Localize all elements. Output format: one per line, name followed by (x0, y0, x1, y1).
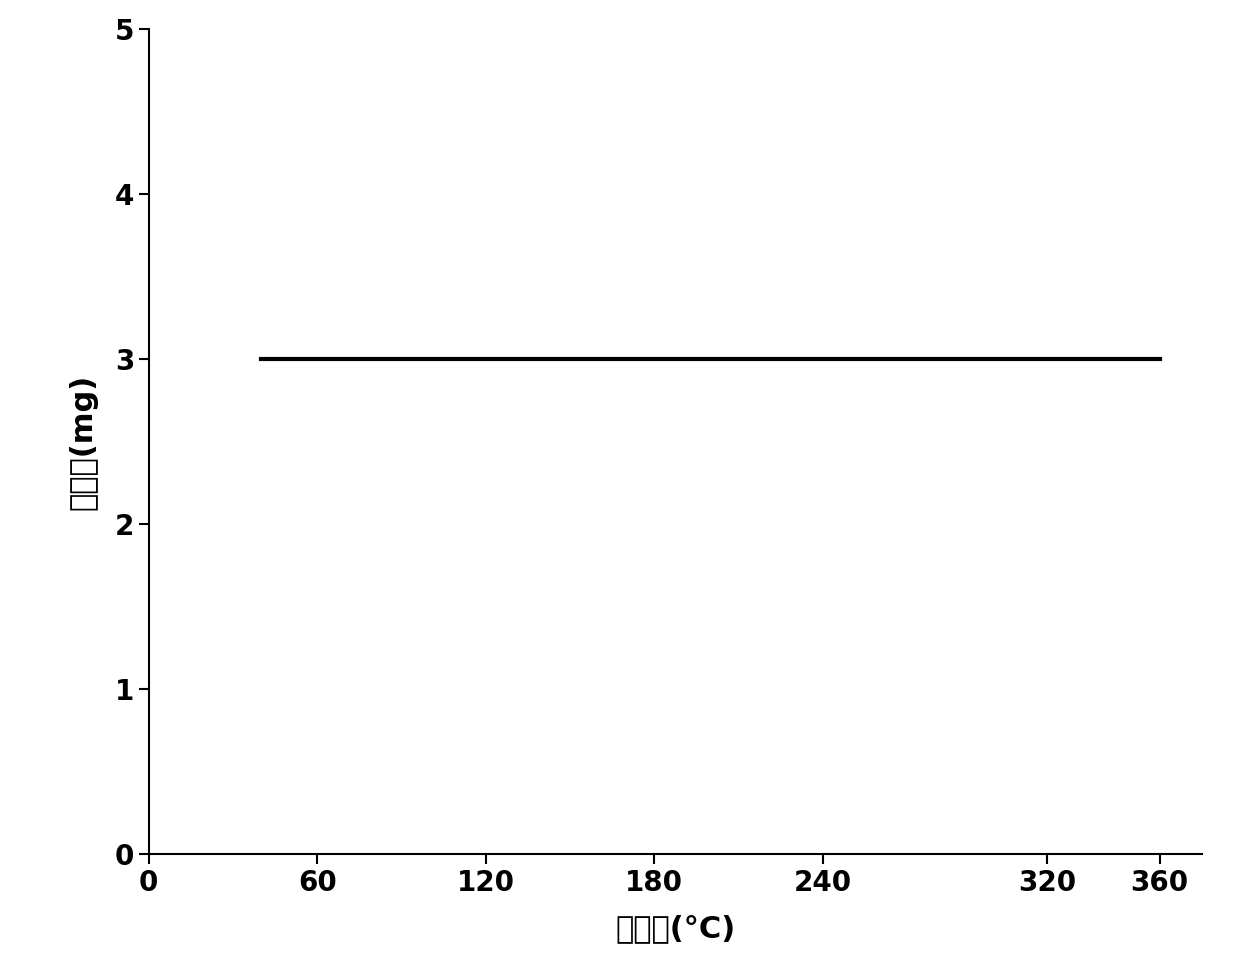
Y-axis label: 质量　(mg): 质量 (mg) (69, 374, 98, 510)
X-axis label: 温度　(°C): 温度 (°C) (615, 914, 736, 943)
